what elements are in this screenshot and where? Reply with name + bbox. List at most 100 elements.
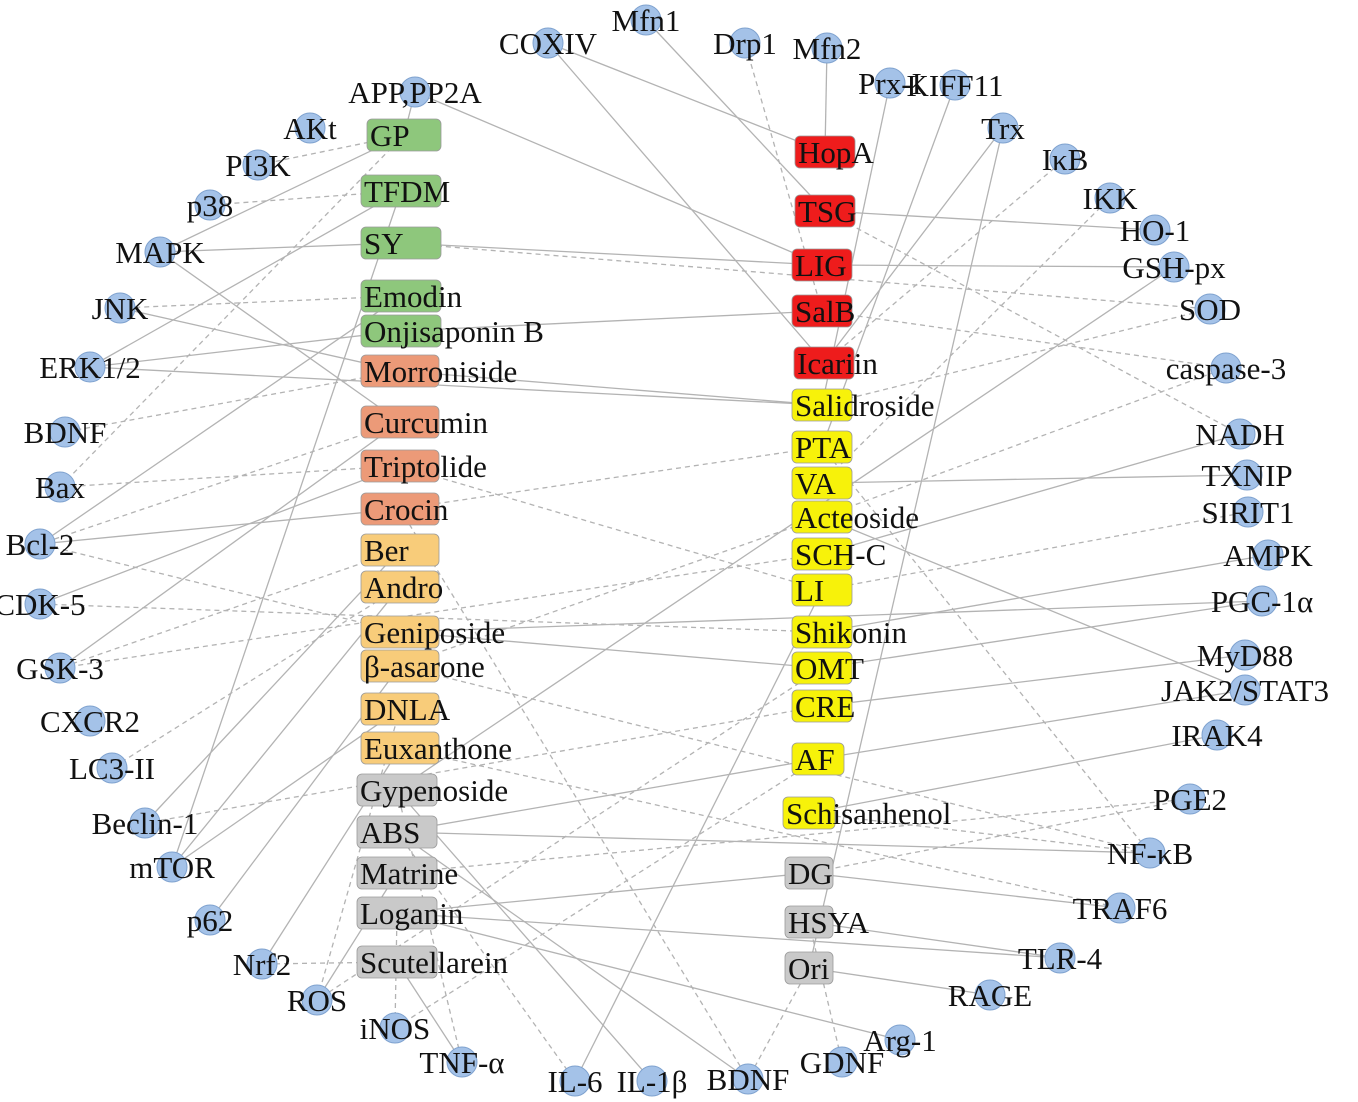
- edge-5: [89, 190, 402, 368]
- compound-box-scutellarein: [356, 945, 438, 979]
- target-label-mfn1-1: Mfn1: [612, 3, 681, 38]
- edge-13: [64, 370, 401, 433]
- compound-box-va: [791, 466, 853, 500]
- target-node-jnk-46: [104, 292, 136, 324]
- edge-81: [808, 798, 1191, 874]
- edge-49: [824, 210, 1156, 231]
- compound-label-emodin: Emodin: [364, 279, 463, 314]
- compound-box-dnla: [360, 692, 440, 726]
- target-node-jak2-stat3-19: [1229, 674, 1261, 706]
- target-node-nadh-13: [1224, 418, 1256, 450]
- compound-label-cre: CRE: [795, 689, 855, 724]
- edge-55: [547, 42, 825, 364]
- target-label-coxiv-0: COXIV: [499, 26, 598, 61]
- edge-layer: [39, 19, 1269, 1082]
- target-node-nf-b-22: [1134, 837, 1166, 869]
- target-label-txnip-14: TXNIP: [1201, 458, 1292, 493]
- edge-24: [111, 586, 401, 769]
- target-label-bax-43: Bax: [35, 470, 85, 505]
- edge-59: [821, 308, 1211, 406]
- target-label-gdnf-27: GDNF: [800, 1045, 884, 1080]
- edge-87: [808, 127, 1004, 969]
- target-label-gsk-3-40: GSK-3: [16, 651, 104, 686]
- compound-label-asarone: β-asarone: [364, 649, 485, 684]
- compound-box-icariin: [793, 346, 855, 380]
- compound-box-geniposide: [360, 615, 440, 649]
- compound-label-hopa: HopA: [798, 135, 874, 170]
- target-label-inos-32: iNOS: [360, 1011, 431, 1046]
- edge-17: [59, 465, 401, 488]
- edge-3: [59, 134, 405, 488]
- target-node-ho-1-9: [1139, 214, 1171, 246]
- compound-box-shikonin: [791, 615, 853, 649]
- target-node-i-b-7: [1049, 143, 1081, 175]
- edge-36: [396, 831, 749, 1080]
- target-label-akt-50: AKt: [283, 111, 337, 146]
- edge-61: [821, 84, 956, 448]
- target-label-tnf-31: TNF-α: [419, 1045, 504, 1080]
- target-node-ikk-8: [1094, 182, 1126, 214]
- target-label-rage-25: RAGE: [948, 978, 1032, 1013]
- target-label-myd88-18: MyD88: [1197, 638, 1293, 673]
- target-node-txnip-14: [1231, 459, 1263, 491]
- target-label-ampk-16: AMPK: [1223, 538, 1313, 573]
- compound-box-hsya: [784, 905, 834, 939]
- compound-box-tfdm: [360, 174, 442, 208]
- edge-1: [257, 134, 405, 166]
- target-node-mtor-36: [156, 851, 188, 883]
- edge-57: [823, 158, 1066, 364]
- edge-14: [159, 251, 401, 423]
- target-label-mtor-36: mTOR: [129, 850, 215, 885]
- target-node-cdk-5-41: [24, 588, 56, 620]
- edge-50: [824, 210, 1241, 435]
- target-label-drp1-2: Drp1: [713, 26, 777, 61]
- compound-label-gp: GP: [370, 118, 410, 153]
- target-label-jnk-46: JNK: [92, 291, 149, 326]
- compound-box-gp: [366, 118, 442, 152]
- target-node-akt-50: [294, 112, 326, 144]
- target-node-bdnf-28: [732, 1063, 764, 1095]
- edge-63: [821, 197, 1111, 484]
- edge-75: [821, 654, 1246, 707]
- target-label-tlr-4-24: TLR-4: [1018, 941, 1103, 976]
- edge-69: [821, 511, 1249, 591]
- target-node-pge2-21: [1174, 783, 1206, 815]
- target-node-traf6-23: [1104, 892, 1136, 924]
- target-label-bcl-2-42: Bcl-2: [6, 527, 75, 562]
- target-label-beclin-1-37: Beclin-1: [92, 806, 199, 841]
- compound-label-tfdm: TFDM: [364, 174, 450, 209]
- edge-40: [316, 872, 398, 1001]
- compound-box-omt: [791, 651, 853, 685]
- edge-96: [396, 872, 810, 914]
- compound-label-shikonin: Shikonin: [795, 615, 907, 650]
- target-node-myd88-18: [1229, 639, 1261, 671]
- compound-box-curcumin: [360, 405, 440, 439]
- target-node-arg-1-26: [884, 1024, 916, 1056]
- compound-box-euxanthone: [360, 731, 440, 765]
- compound-box-onjisaponin-b: [360, 314, 442, 348]
- compound-label-ori: Ori: [788, 951, 830, 986]
- target-node-tnf-31: [446, 1046, 478, 1078]
- target-node-trx-6: [987, 112, 1019, 144]
- target-label-traf6-23: TRAF6: [1073, 891, 1168, 926]
- compound-box-salidroside: [791, 388, 853, 422]
- target-node-gsk-3-40: [44, 652, 76, 684]
- compound-label-salb: SalB: [795, 294, 855, 329]
- target-node-nrf2-34: [246, 948, 278, 980]
- target-node-tlr-4-24: [1044, 942, 1076, 974]
- target-node-mfn2-3: [811, 32, 843, 64]
- edge-70: [574, 589, 823, 1082]
- compound-label-icariin: Icariin: [797, 346, 878, 381]
- compound-label-dg: DG: [788, 856, 833, 891]
- compound-label-schisanhenol: Schisanhenol: [786, 796, 951, 831]
- compound-label-gypenoside: Gypenoside: [360, 773, 508, 808]
- compound-label-euxanthone: Euxanthone: [364, 731, 512, 766]
- edge-46: [547, 42, 826, 153]
- edge-39: [396, 798, 1191, 874]
- target-label-pge2-21: PGE2: [1153, 782, 1227, 817]
- target-node-caspase-3-12: [1210, 352, 1242, 384]
- target-node-beclin-1-37: [129, 807, 161, 839]
- edge-9: [119, 295, 402, 309]
